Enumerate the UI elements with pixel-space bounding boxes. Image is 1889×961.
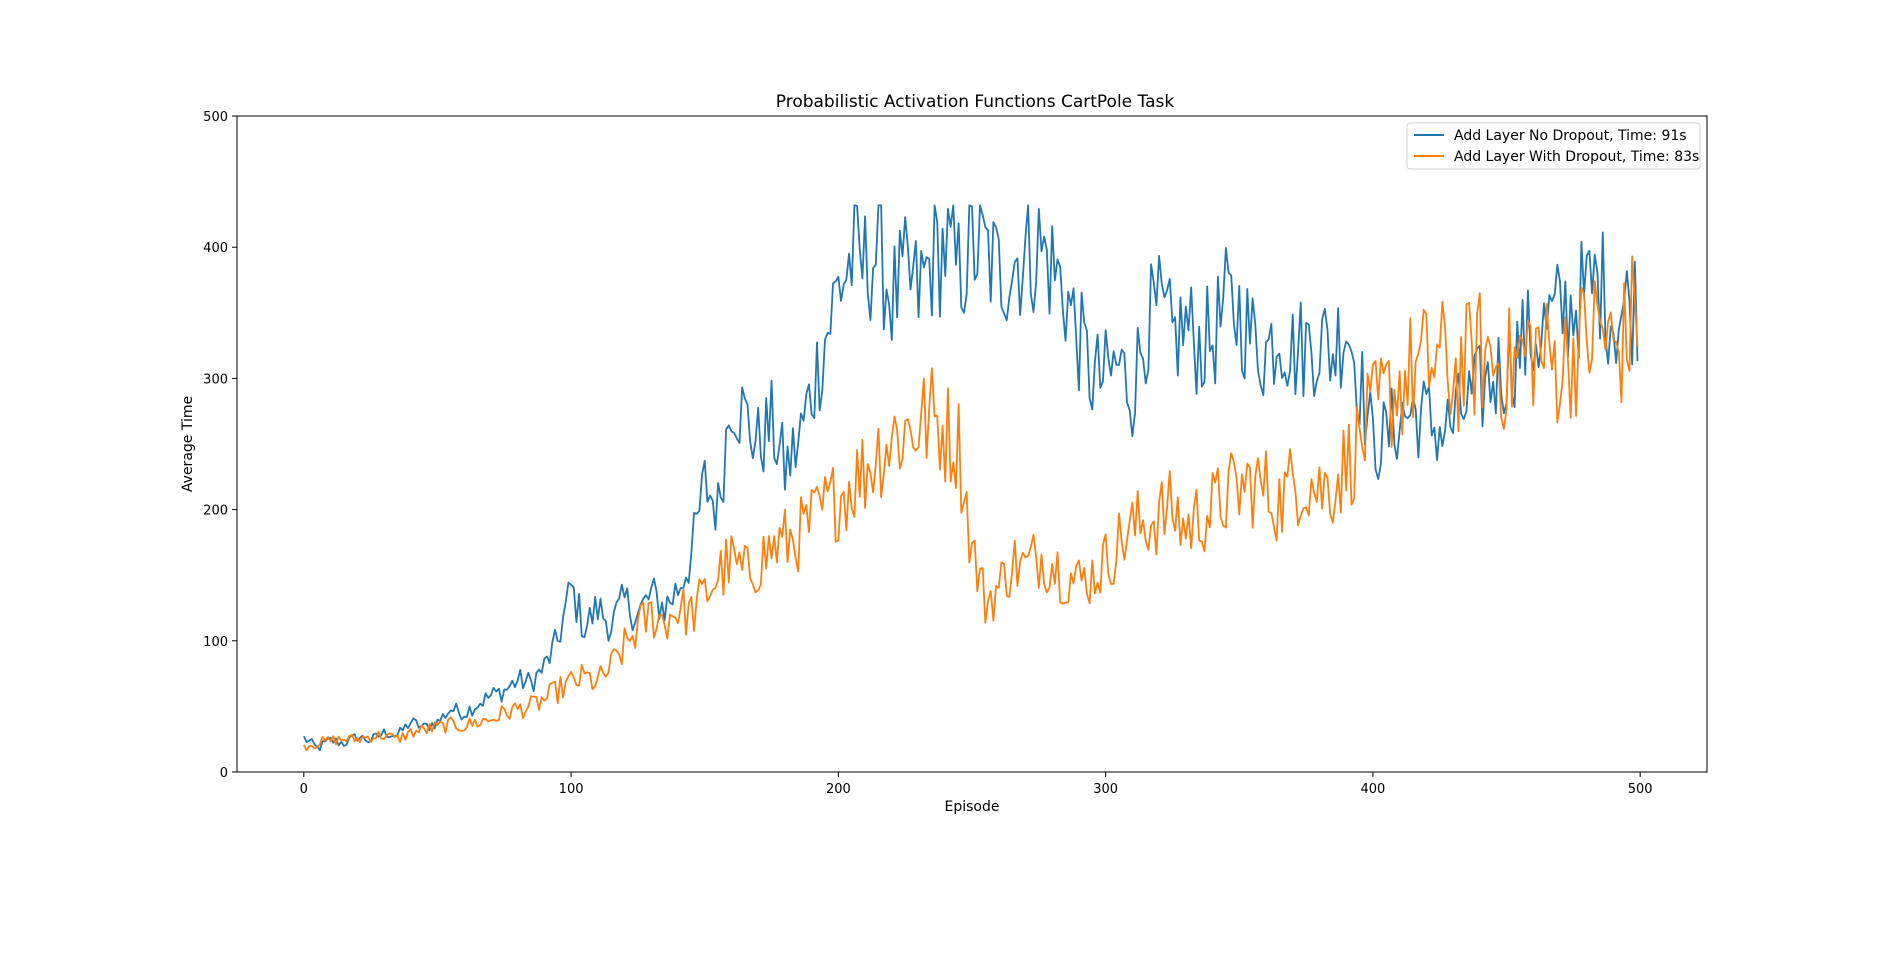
y-axis-label: Average Time (180, 396, 196, 492)
x-axis: 0 100 200 300 400 500 (300, 772, 1653, 797)
legend-label: Add Layer No Dropout, Time: 91s (1454, 128, 1687, 144)
legend: Add Layer No Dropout, Time: 91s Add Layer… (1406, 122, 1701, 170)
axes-frame (236, 115, 1708, 773)
y-tick-label: 500 (203, 110, 228, 125)
y-tick-label: 200 (203, 504, 228, 519)
x-tick-label: 400 (1360, 782, 1385, 797)
y-tick-label: 100 (203, 635, 228, 650)
legend-box (1406, 122, 1701, 170)
x-tick-label: 200 (826, 782, 851, 797)
y-axis: 0 100 200 300 400 500 (203, 110, 237, 781)
x-tick-label: 500 (1628, 782, 1653, 797)
y-tick-label: 300 (203, 372, 228, 387)
series-line-1 (303, 255, 1639, 752)
x-tick-label: 0 (300, 782, 308, 797)
chart-title: Probabilistic Activation Functions CartP… (776, 92, 1175, 112)
y-tick-label: 400 (203, 241, 228, 256)
series-line-0 (303, 204, 1639, 752)
x-tick-label: 100 (559, 782, 584, 797)
x-axis-label: Episode (945, 799, 1000, 815)
x-tick-label: 300 (1093, 782, 1118, 797)
plot-area (303, 204, 1639, 752)
y-tick-label: 0 (220, 766, 228, 781)
legend-label: Add Layer With Dropout, Time: 83s (1454, 149, 1699, 165)
